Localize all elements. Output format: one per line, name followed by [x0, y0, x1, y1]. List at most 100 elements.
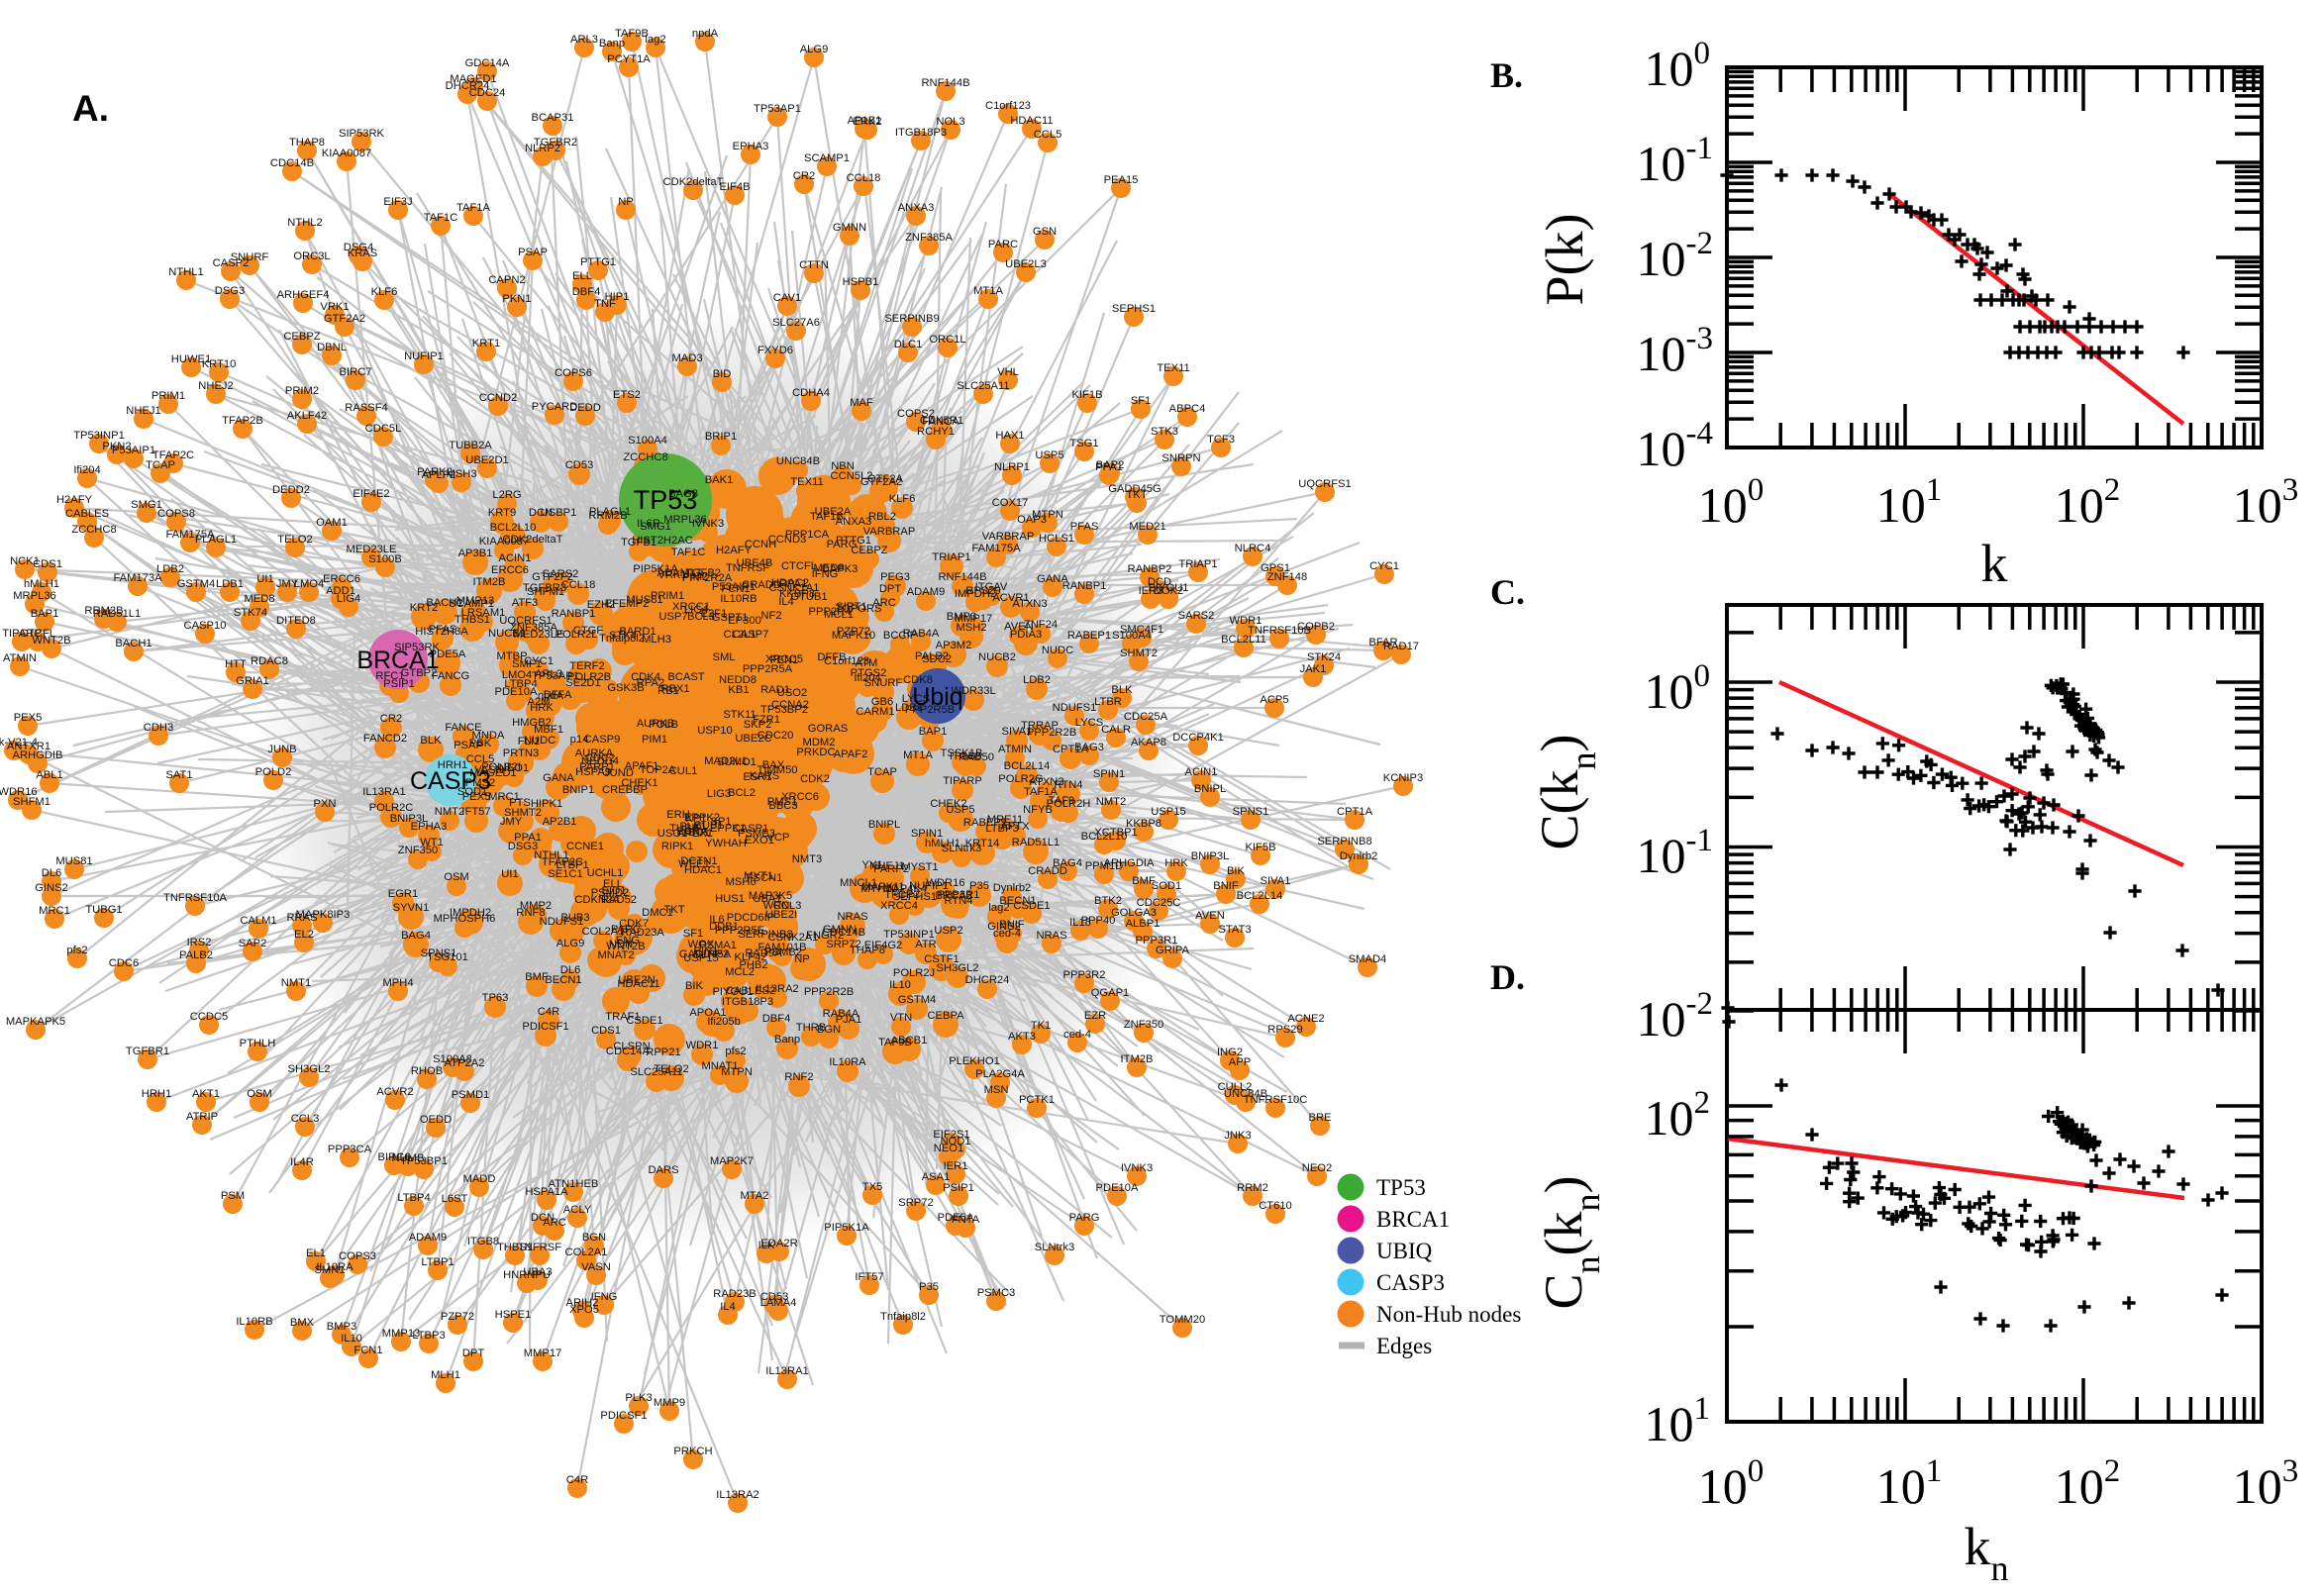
- svg-text:SLC27A6: SLC27A6: [772, 317, 820, 329]
- svg-text:POLR2I: POLR2I: [481, 761, 521, 773]
- svg-text:GINS2: GINS2: [987, 921, 1021, 933]
- svg-text:CTCFL: CTCFL: [781, 560, 817, 572]
- svg-text:SIVA1: SIVA1: [1261, 875, 1291, 887]
- svg-text:PSMD1: PSMD1: [452, 1089, 490, 1101]
- svg-text:KKBP8: KKBP8: [779, 588, 815, 600]
- svg-text:EDA2R: EDA2R: [760, 1238, 797, 1249]
- svg-text:POLR2J: POLR2J: [893, 967, 935, 979]
- svg-text:LMO4: LMO4: [294, 578, 324, 590]
- svg-text:TFCP2: TFCP2: [884, 889, 919, 901]
- svg-text:BNIP3L: BNIP3L: [390, 813, 429, 825]
- svg-text:CDK2deltaT: CDK2deltaT: [503, 534, 563, 546]
- svg-text:HRK: HRK: [1164, 857, 1188, 869]
- svg-text:TEX11: TEX11: [1157, 362, 1189, 374]
- svg-text:RASSF4: RASSF4: [345, 402, 388, 414]
- svg-text:PPP3R2: PPP3R2: [1063, 969, 1106, 981]
- svg-text:GTBP2: GTBP2: [401, 667, 438, 679]
- svg-text:KIF1B: KIF1B: [1071, 389, 1102, 401]
- svg-text:ERCC6: ERCC6: [323, 573, 360, 585]
- svg-text:DMC1: DMC1: [642, 907, 673, 919]
- svg-text:CDK2deltaT: CDK2deltaT: [663, 176, 724, 188]
- svg-text:IL4R: IL4R: [290, 1156, 314, 1168]
- svg-text:VCP: VCP: [766, 832, 789, 844]
- svg-text:ARHGEF4: ARHGEF4: [277, 289, 330, 301]
- svg-text:Dynlrb2: Dynlrb2: [1340, 850, 1378, 862]
- svg-text:TNFRSF10B: TNFRSF10B: [1248, 625, 1311, 637]
- svg-text:DHCR24: DHCR24: [446, 80, 490, 92]
- svg-text:IFNG: IFNG: [812, 568, 839, 580]
- svg-text:PPA1: PPA1: [1095, 461, 1123, 473]
- svg-text:PPP2R2B: PPP2R2B: [1027, 727, 1076, 739]
- svg-text:MSH6: MSH6: [725, 876, 756, 888]
- svg-text:Tnfaip8l2: Tnfaip8l2: [599, 633, 645, 645]
- svg-text:POLD2: POLD2: [255, 766, 292, 778]
- svg-text:MRE11: MRE11: [987, 814, 1023, 826]
- svg-text:RIPK1: RIPK1: [661, 841, 693, 852]
- svg-text:TKT: TKT: [663, 904, 684, 916]
- svg-text:TRAF1: TRAF1: [605, 1011, 640, 1023]
- svg-text:RPA1: RPA1: [779, 578, 807, 590]
- svg-text:HRH1: HRH1: [142, 1088, 171, 1100]
- svg-text:IVNK3: IVNK3: [1121, 1162, 1153, 1174]
- svg-text:MUS81: MUS81: [55, 855, 92, 867]
- svg-text:FANCE: FANCE: [445, 722, 481, 734]
- svg-text:S100B: S100B: [368, 553, 402, 565]
- svg-text:PDE5A: PDE5A: [938, 1212, 974, 1224]
- svg-text:C4R: C4R: [566, 1474, 588, 1486]
- svg-text:MAPK8IP3: MAPK8IP3: [296, 909, 351, 921]
- svg-text:FCN1: FCN1: [721, 583, 750, 595]
- svg-text:XRCC6: XRCC6: [781, 791, 819, 803]
- svg-text:DBNL: DBNL: [317, 342, 347, 353]
- svg-text:USP2: USP2: [934, 925, 962, 937]
- svg-text:TAF1B: TAF1B: [810, 511, 844, 523]
- svg-text:HDAC2: HDAC2: [771, 577, 809, 589]
- svg-text:FAM101B: FAM101B: [758, 942, 806, 953]
- svg-text:ERCC6: ERCC6: [491, 564, 529, 576]
- svg-text:BMP3: BMP3: [947, 611, 976, 623]
- svg-text:HUS1: HUS1: [715, 893, 745, 905]
- svg-text:ATP2A2: ATP2A2: [445, 1057, 485, 1069]
- svg-text:WDR16: WDR16: [926, 877, 964, 889]
- svg-text:KLF6: KLF6: [371, 286, 398, 298]
- svg-text:IL4: IL4: [778, 596, 794, 608]
- svg-text:MTA2: MTA2: [740, 1190, 768, 1202]
- svg-text:STK24: STK24: [1307, 651, 1341, 663]
- svg-text:TFAP2C: TFAP2C: [152, 449, 194, 461]
- svg-text:PPA1: PPA1: [514, 832, 542, 844]
- svg-text:WDR33L: WDR33L: [951, 685, 995, 697]
- svg-text:ARL3: ARL3: [535, 668, 562, 680]
- svg-text:103: 103: [2233, 1453, 2299, 1514]
- svg-text:lag2: lag2: [645, 34, 665, 46]
- svg-text:DFFA: DFFA: [544, 689, 572, 701]
- svg-text:MAD3: MAD3: [671, 352, 702, 364]
- svg-text:UNC84B: UNC84B: [776, 455, 820, 467]
- svg-text:PPP3CA: PPP3CA: [328, 1144, 372, 1155]
- svg-text:BGN: BGN: [817, 1024, 841, 1036]
- svg-text:KRT1: KRT1: [472, 338, 500, 349]
- svg-text:AVEN: AVEN: [1195, 910, 1225, 922]
- svg-text:SEPHS1: SEPHS1: [893, 891, 937, 903]
- svg-text:SPNS1: SPNS1: [421, 948, 457, 959]
- svg-text:CPT1A: CPT1A: [1053, 744, 1089, 755]
- svg-text:ANXA3: ANXA3: [836, 516, 872, 528]
- svg-text:FANCD2: FANCD2: [363, 733, 407, 745]
- svg-text:BRE: BRE: [1308, 1112, 1331, 1124]
- svg-text:ITM2B: ITM2B: [473, 576, 506, 588]
- svg-text:EPHA3: EPHA3: [733, 141, 769, 152]
- svg-text:LDB1: LDB1: [216, 578, 244, 590]
- svg-text:PPP1CA: PPP1CA: [785, 529, 830, 541]
- svg-text:KP1: KP1: [685, 813, 706, 825]
- svg-text:GSK3B: GSK3B: [607, 682, 644, 694]
- svg-text:NTHL1: NTHL1: [168, 266, 203, 278]
- svg-text:UQCRFS1: UQCRFS1: [499, 615, 552, 627]
- svg-text:RANBP1: RANBP1: [1062, 580, 1107, 592]
- svg-text:BUB3: BUB3: [560, 912, 589, 924]
- svg-text:YY1: YY1: [861, 859, 882, 871]
- svg-text:RABEP1: RABEP1: [1067, 630, 1111, 642]
- svg-text:CASP10: CASP10: [184, 620, 227, 632]
- svg-text:FANCG: FANCG: [432, 670, 470, 682]
- svg-text:HNRNPU: HNRNPU: [503, 1269, 551, 1281]
- svg-text:RNF8: RNF8: [516, 907, 545, 919]
- svg-text:P53AIP1: P53AIP1: [112, 445, 155, 456]
- svg-text:CCNH: CCNH: [745, 539, 776, 550]
